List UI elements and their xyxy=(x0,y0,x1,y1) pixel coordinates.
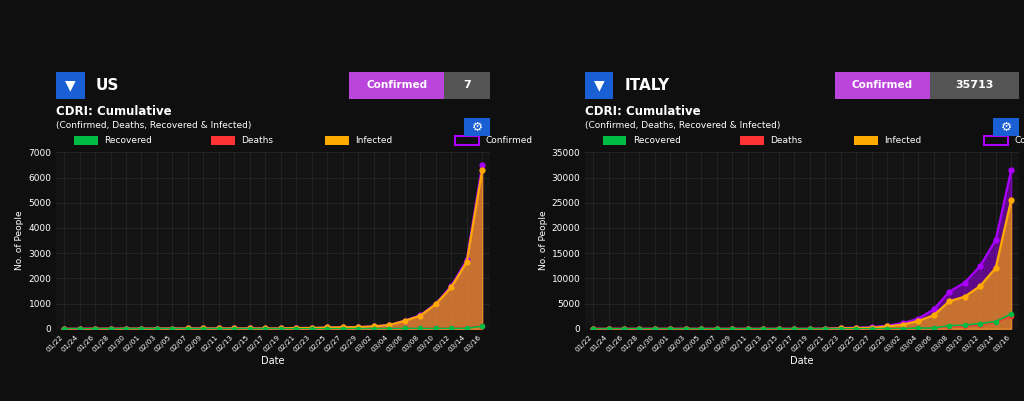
FancyBboxPatch shape xyxy=(854,136,878,145)
FancyBboxPatch shape xyxy=(211,136,234,145)
FancyBboxPatch shape xyxy=(835,72,930,99)
Y-axis label: No. of People: No. of People xyxy=(539,211,548,270)
Text: ⚙: ⚙ xyxy=(471,121,482,134)
FancyBboxPatch shape xyxy=(740,136,764,145)
FancyBboxPatch shape xyxy=(56,72,85,99)
FancyBboxPatch shape xyxy=(586,72,613,99)
Text: Recovered: Recovered xyxy=(104,136,152,145)
Text: Confirmed: Confirmed xyxy=(1014,136,1024,145)
Y-axis label: No. of People: No. of People xyxy=(15,211,25,270)
Text: ⚙: ⚙ xyxy=(1000,121,1012,134)
Text: ▼: ▼ xyxy=(594,78,604,92)
FancyBboxPatch shape xyxy=(464,118,489,136)
Text: ▼: ▼ xyxy=(65,78,76,92)
FancyBboxPatch shape xyxy=(603,136,627,145)
Text: US: US xyxy=(95,78,119,93)
Text: (Confirmed, Deaths, Recovered & Infected): (Confirmed, Deaths, Recovered & Infected… xyxy=(586,122,780,130)
Text: Deaths: Deaths xyxy=(770,136,803,145)
FancyBboxPatch shape xyxy=(930,72,1019,99)
FancyBboxPatch shape xyxy=(326,136,349,145)
Text: Infected: Infected xyxy=(355,136,393,145)
Text: 35713: 35713 xyxy=(955,80,993,90)
X-axis label: Date: Date xyxy=(261,356,285,366)
Text: CDRI: Cumulative: CDRI: Cumulative xyxy=(56,105,172,118)
Text: Infected: Infected xyxy=(885,136,922,145)
Text: ITALY: ITALY xyxy=(625,78,670,93)
FancyBboxPatch shape xyxy=(1019,72,1024,99)
Text: CDRI: Cumulative: CDRI: Cumulative xyxy=(586,105,700,118)
Text: Deaths: Deaths xyxy=(242,136,273,145)
FancyBboxPatch shape xyxy=(74,136,97,145)
X-axis label: Date: Date xyxy=(791,356,814,366)
FancyBboxPatch shape xyxy=(349,72,444,99)
Text: Confirmed: Confirmed xyxy=(485,136,532,145)
Text: Confirmed: Confirmed xyxy=(367,80,427,90)
FancyBboxPatch shape xyxy=(993,118,1019,136)
Text: 7: 7 xyxy=(463,80,471,90)
FancyBboxPatch shape xyxy=(444,72,489,99)
Text: Confirmed: Confirmed xyxy=(852,80,912,90)
Text: Recovered: Recovered xyxy=(633,136,681,145)
Text: (Confirmed, Deaths, Recovered & Infected): (Confirmed, Deaths, Recovered & Infected… xyxy=(56,122,252,130)
